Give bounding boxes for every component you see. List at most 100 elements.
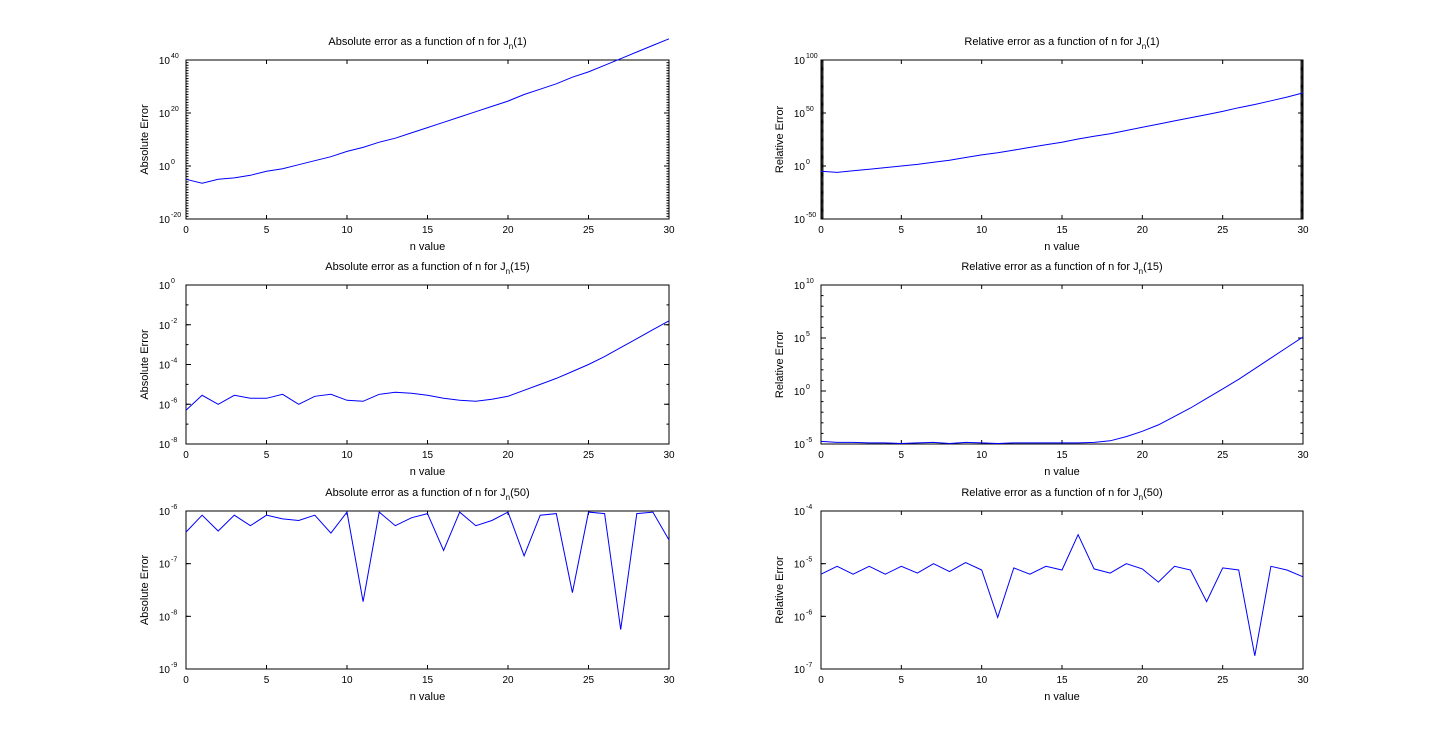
x-tick-label: 20 [502,225,514,236]
x-tick-label: 30 [1297,675,1309,686]
y-tick-exponent: -20 [171,212,181,219]
chart-title: Absolute error as a function of n for Jn… [325,261,529,276]
y-tick-label: 10 [159,560,171,571]
x-tick-label: 15 [1056,450,1068,461]
x-axis-label: n value [1044,241,1079,253]
x-tick-label: 25 [583,675,595,686]
x-axis-label: n value [410,241,445,253]
y-tick-label: 10 [794,215,806,226]
y-tick-exponent: 100 [806,53,818,60]
x-tick-label: 30 [663,675,675,686]
y-tick-exponent: 20 [171,106,179,113]
x-tick-label: 15 [1056,675,1068,686]
x-tick-label: 5 [899,450,905,461]
x-tick-label: 25 [1217,675,1229,686]
y-tick-exponent: 40 [171,53,179,60]
x-tick-label: 25 [1217,450,1229,461]
x-tick-label: 25 [583,450,595,461]
y-tick-label: 10 [794,440,806,451]
y-tick-exponent: -5 [806,437,812,444]
y-tick-label: 10 [159,281,171,292]
y-axis-label: Absolute Error [139,329,151,400]
y-tick-exponent: 0 [806,159,810,166]
data-series-line [185,320,670,411]
x-tick-label: 10 [976,675,988,686]
y-tick-exponent: 0 [806,384,810,391]
y-tick-exponent: -7 [171,557,177,564]
y-tick-exponent: -6 [171,504,177,511]
x-tick-label: 5 [899,225,905,236]
y-tick-label: 10 [794,109,806,120]
y-tick-exponent: 5 [806,331,810,338]
x-tick-label: 20 [502,675,514,686]
plot-area [185,284,670,445]
y-tick-label: 10 [794,281,806,292]
x-tick-label: 20 [1137,450,1149,461]
y-tick-label: 10 [159,612,171,623]
chart-title: Relative error as a function of n for Jn… [964,36,1159,51]
x-tick-label: 30 [1297,225,1309,236]
x-tick-label: 15 [1056,225,1068,236]
x-tick-label: 5 [264,225,270,236]
x-tick-label: 20 [1137,675,1149,686]
y-axis-label: Relative Error [774,106,786,174]
y-axis-label: Relative Error [774,556,786,624]
x-tick-label: 5 [899,675,905,686]
y-axis-label: Relative Error [774,331,786,399]
x-tick-label: 5 [264,675,270,686]
y-tick-label: 10 [159,507,171,518]
y-tick-exponent: -8 [171,437,177,444]
x-tick-label: 5 [264,450,270,461]
x-tick-label: 0 [818,675,824,686]
y-tick-label: 10 [159,215,171,226]
y-tick-exponent: -6 [806,609,812,616]
y-tick-label: 10 [794,560,806,571]
y-tick-label: 10 [159,400,171,411]
x-axis-label: n value [1044,466,1079,478]
data-series-line [820,533,1304,656]
x-tick-label: 10 [341,450,353,461]
y-tick-label: 10 [159,440,171,451]
x-axis-label: n value [410,691,445,703]
y-tick-exponent: -5 [806,557,812,564]
x-tick-label: 20 [502,450,514,461]
x-axis-label: n value [1044,691,1079,703]
data-series-line [820,92,1304,173]
y-tick-exponent: -2 [171,318,177,325]
x-tick-label: 0 [183,675,189,686]
x-tick-label: 10 [341,225,353,236]
x-tick-label: 10 [976,450,988,461]
x-tick-label: 15 [422,450,434,461]
x-tick-label: 10 [976,225,988,236]
y-tick-label: 10 [159,321,171,332]
y-tick-label: 10 [159,109,171,120]
x-tick-label: 0 [818,450,824,461]
data-series-line [820,336,1304,445]
x-tick-label: 15 [422,225,434,236]
x-tick-label: 25 [583,225,595,236]
plot-area [185,510,670,670]
data-series-line [185,38,670,184]
x-axis-label: n value [410,466,445,478]
y-tick-exponent: -4 [171,358,177,365]
x-tick-label: 30 [663,450,675,461]
y-tick-label: 10 [159,162,171,173]
y-tick-label: 10 [794,162,806,173]
y-tick-label: 10 [794,56,806,67]
x-tick-label: 25 [1217,225,1229,236]
x-tick-label: 10 [341,675,353,686]
chart-title: Relative error as a function of n for Jn… [961,487,1162,502]
y-tick-label: 10 [794,507,806,518]
y-tick-label: 10 [794,387,806,398]
chart-title: Relative error as a function of n for Jn… [961,261,1162,276]
y-tick-exponent: -9 [171,662,177,669]
plot-area [185,59,670,220]
x-tick-label: 0 [183,450,189,461]
y-tick-label: 10 [159,361,171,372]
y-axis-label: Absolute Error [139,555,151,626]
